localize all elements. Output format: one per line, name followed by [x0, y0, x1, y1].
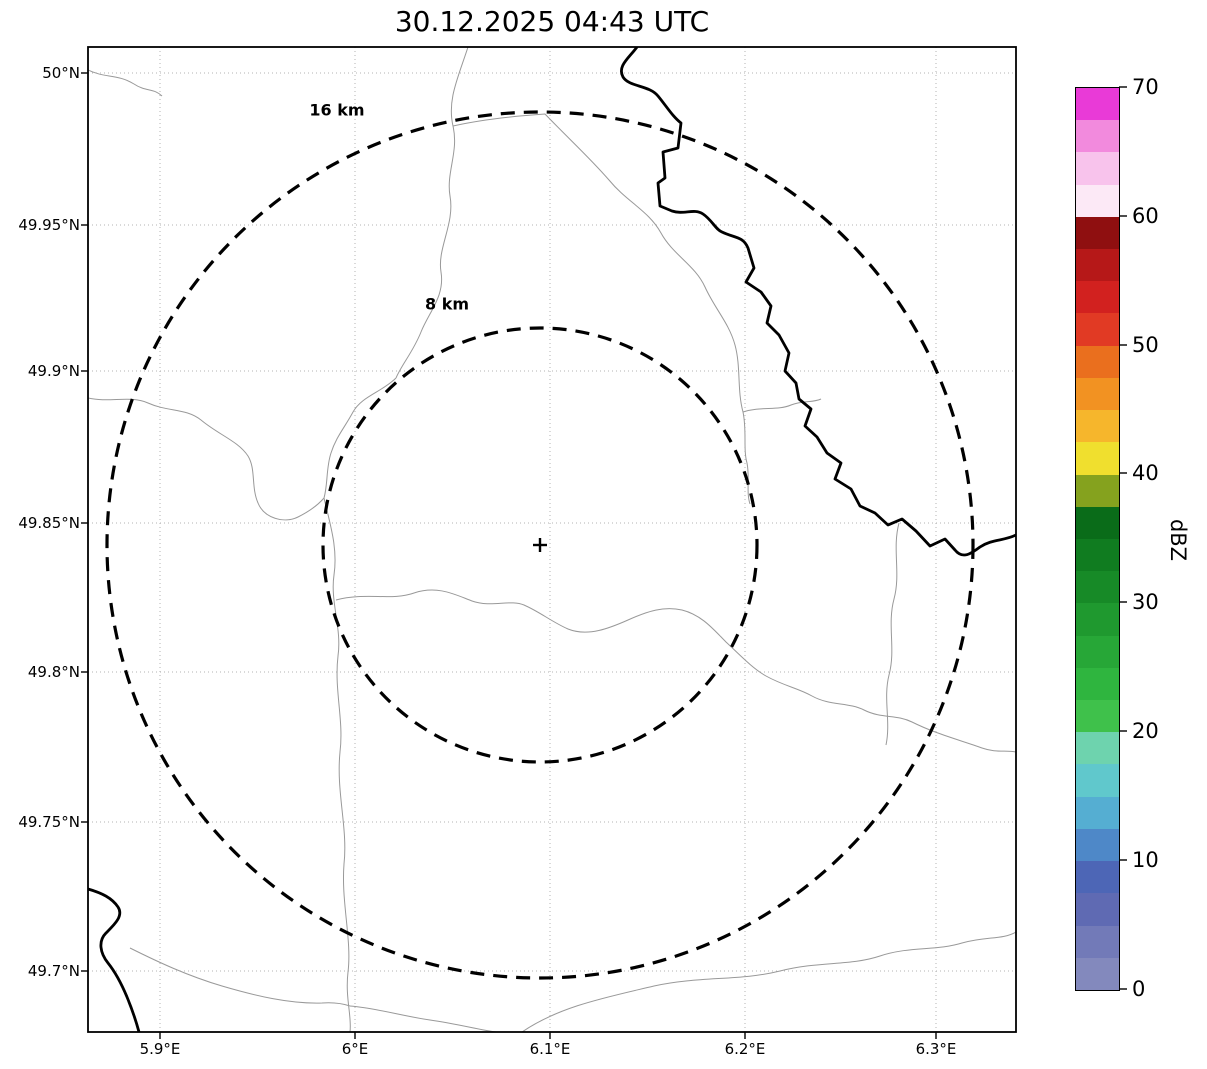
colorbar-tick-0: 0	[1132, 977, 1146, 1001]
colorbar-band	[1076, 603, 1119, 636]
colorbar-band	[1076, 442, 1119, 475]
y-tick-label-49-9n: 49.9°N	[27, 362, 80, 380]
x-tick-label-6-2e: 6.2°E	[724, 1040, 766, 1058]
colorbar-band	[1076, 796, 1119, 829]
colorbar-band	[1076, 87, 1119, 121]
y-tick-label-49-7n: 49.7°N	[27, 962, 80, 980]
y-tick-label-49-8n: 49.8°N	[27, 663, 80, 681]
colorbar-band	[1076, 764, 1119, 797]
x-tick-label-5-9e: 5.9°E	[139, 1040, 181, 1058]
y-tick-label-49-75n: 49.75°N	[18, 813, 80, 831]
colorbar-band	[1076, 667, 1119, 701]
colorbar-tick-60: 60	[1132, 204, 1159, 228]
x-tick-label-6-1e: 6.1°E	[529, 1040, 571, 1058]
river-border-line	[620, 47, 1016, 557]
y-tick-label-49-85n: 49.85°N	[18, 514, 80, 532]
range-ring-8km	[321, 326, 759, 764]
colorbar-band	[1076, 120, 1119, 153]
colorbar-band	[1076, 410, 1119, 443]
colorbar-band	[1076, 957, 1119, 990]
x-tick-label-6-3e: 6.3°E	[915, 1040, 957, 1058]
colorbar-band	[1076, 635, 1119, 668]
colorbar-band	[1076, 861, 1119, 894]
admin-boundary-lines	[88, 47, 1016, 1032]
colorbar-band	[1076, 506, 1119, 539]
axis-tick-marks	[81, 72, 937, 1039]
y-tick-label-50n: 50°N	[42, 64, 80, 82]
colorbar-axis-label: dBZ	[1166, 518, 1190, 562]
colorbar-band	[1076, 474, 1119, 507]
colorbar-band	[1076, 732, 1119, 765]
y-tick-label-49-95n: 49.95°N	[18, 216, 80, 234]
colorbar-band	[1076, 893, 1119, 926]
plot-border	[87, 46, 1017, 1033]
colorbar-band	[1076, 700, 1119, 733]
range-ring-label-8km: 8 km	[424, 294, 470, 314]
colorbar-band	[1076, 538, 1119, 572]
colorbar-tick-50: 50	[1132, 333, 1159, 357]
colorbar-tick-marks	[1119, 86, 1127, 990]
colorbar-band	[1076, 828, 1119, 862]
country-border-line	[88, 887, 141, 1032]
colorbar-band	[1076, 377, 1119, 411]
colorbar-band	[1076, 216, 1119, 249]
colorbar-tick-70: 70	[1132, 75, 1159, 99]
range-ring-16km	[105, 110, 975, 980]
colorbar-tick-30: 30	[1132, 590, 1159, 614]
plot-title: 30.12.2025 04:43 UTC	[394, 5, 710, 38]
colorbar-tick-40: 40	[1132, 461, 1159, 485]
colorbar-band	[1076, 152, 1119, 185]
colorbar-tick-10: 10	[1132, 848, 1159, 872]
radar-site-marker	[533, 538, 547, 552]
colorbar-band	[1076, 571, 1119, 604]
colorbar-band	[1076, 345, 1119, 378]
colorbar-band	[1076, 313, 1119, 346]
colorbar	[1075, 87, 1120, 991]
colorbar-band	[1076, 925, 1119, 958]
range-ring-label-16km: 16 km	[309, 100, 365, 120]
colorbar-band	[1076, 248, 1119, 282]
colorbar-band	[1076, 184, 1119, 217]
range-rings	[105, 110, 975, 980]
x-tick-label-6e: 6°E	[341, 1040, 369, 1058]
colorbar-band	[1076, 281, 1119, 314]
colorbar-tick-20: 20	[1132, 719, 1159, 743]
graticule-gridlines	[88, 47, 1016, 1032]
